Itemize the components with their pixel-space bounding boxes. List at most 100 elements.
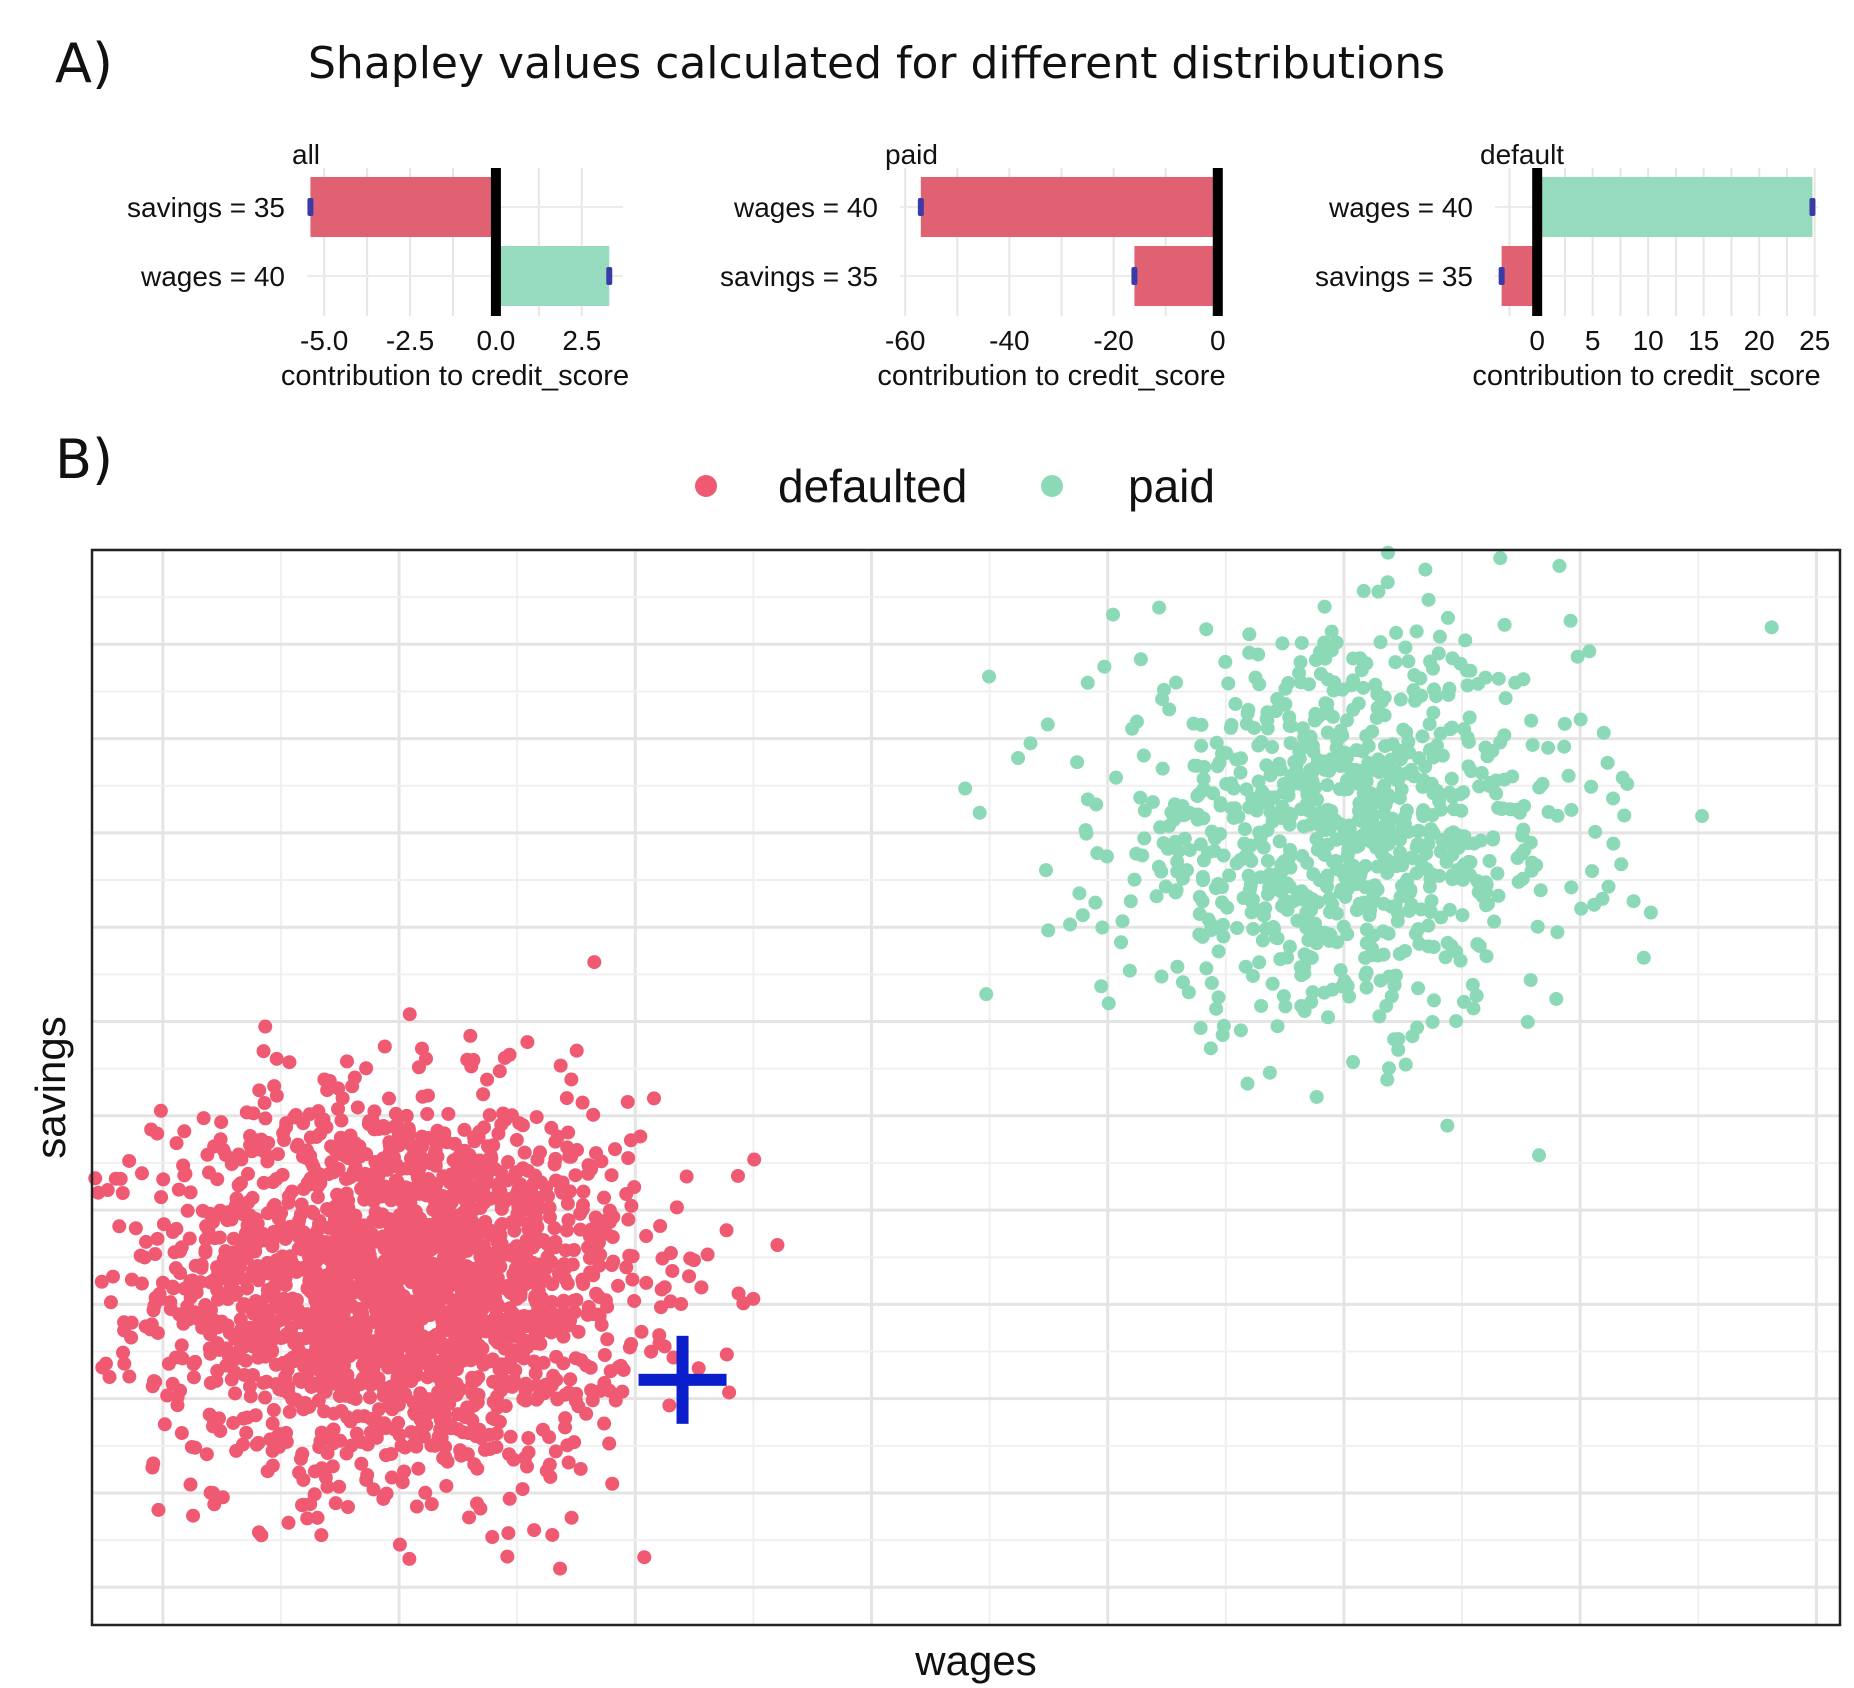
data-point bbox=[95, 1360, 110, 1375]
tick-label: 0 bbox=[1529, 325, 1545, 356]
data-point bbox=[273, 1222, 288, 1237]
data-point bbox=[683, 1251, 698, 1266]
data-point bbox=[424, 1229, 439, 1244]
data-point bbox=[490, 1400, 505, 1415]
bar bbox=[1537, 177, 1813, 237]
data-point bbox=[349, 1230, 364, 1245]
data-point bbox=[1320, 759, 1335, 774]
data-point bbox=[587, 955, 602, 970]
data-point bbox=[317, 1072, 332, 1087]
data-point bbox=[1393, 845, 1408, 860]
data-point bbox=[265, 1175, 280, 1190]
data-point bbox=[1398, 640, 1413, 655]
data-point bbox=[279, 1120, 294, 1135]
data-point bbox=[407, 1405, 422, 1420]
data-point bbox=[1213, 827, 1228, 842]
data-point bbox=[517, 1379, 532, 1394]
data-point bbox=[639, 1229, 654, 1244]
data-point bbox=[1280, 950, 1295, 965]
data-point bbox=[1330, 733, 1345, 748]
data-point bbox=[1346, 702, 1361, 717]
data-point bbox=[1218, 654, 1233, 669]
data-point bbox=[1063, 917, 1078, 932]
data-point bbox=[1606, 791, 1621, 806]
data-point bbox=[554, 1183, 569, 1198]
data-point bbox=[560, 1438, 575, 1453]
data-point bbox=[627, 1180, 642, 1195]
data-point bbox=[1426, 705, 1441, 720]
data-point bbox=[174, 1338, 189, 1353]
data-point bbox=[1389, 625, 1404, 640]
data-point bbox=[1243, 838, 1258, 853]
data-point bbox=[556, 1296, 571, 1311]
data-point bbox=[1356, 583, 1371, 598]
data-point bbox=[1359, 965, 1374, 980]
data-point bbox=[1155, 761, 1170, 776]
data-point bbox=[1301, 933, 1316, 948]
data-point bbox=[386, 1283, 401, 1298]
data-point bbox=[1079, 826, 1094, 841]
data-point bbox=[598, 1293, 613, 1308]
data-point bbox=[1574, 901, 1589, 916]
data-point bbox=[241, 1166, 256, 1181]
bar bbox=[920, 177, 1218, 237]
data-point bbox=[1215, 1028, 1230, 1043]
data-point bbox=[1301, 918, 1316, 933]
data-point bbox=[1170, 959, 1185, 974]
data-point bbox=[1392, 946, 1407, 961]
data-point bbox=[480, 1072, 495, 1087]
data-point bbox=[460, 1400, 475, 1415]
data-point bbox=[352, 1342, 367, 1357]
data-point bbox=[1411, 922, 1426, 937]
data-point bbox=[621, 1151, 636, 1166]
data-point bbox=[360, 1468, 375, 1483]
data-point bbox=[494, 1201, 509, 1216]
data-point bbox=[561, 1455, 576, 1470]
data-point bbox=[394, 1322, 409, 1337]
data-point bbox=[1227, 801, 1242, 816]
data-point bbox=[309, 1264, 324, 1279]
data-point bbox=[203, 1346, 218, 1361]
data-point bbox=[1171, 843, 1186, 858]
data-point bbox=[1182, 843, 1197, 858]
data-point bbox=[665, 1263, 680, 1278]
data-point bbox=[529, 1378, 544, 1393]
data-point bbox=[1213, 798, 1228, 813]
data-point bbox=[1432, 629, 1447, 644]
data-point bbox=[324, 1139, 339, 1154]
data-point bbox=[602, 1203, 617, 1218]
data-point bbox=[1464, 764, 1479, 779]
data-point bbox=[616, 1362, 631, 1377]
data-point bbox=[371, 1402, 386, 1417]
data-point bbox=[1388, 655, 1403, 670]
data-point bbox=[1380, 545, 1395, 560]
data-point bbox=[212, 1230, 227, 1245]
data-point bbox=[489, 1440, 504, 1455]
data-point bbox=[320, 1201, 335, 1216]
data-point bbox=[239, 1425, 254, 1440]
data-point bbox=[564, 1510, 579, 1525]
data-point bbox=[1381, 1061, 1396, 1076]
data-point bbox=[516, 1345, 531, 1360]
data-point bbox=[310, 1299, 325, 1314]
data-point bbox=[1401, 735, 1416, 750]
data-point bbox=[317, 1404, 332, 1419]
data-point bbox=[468, 1328, 483, 1343]
data-point bbox=[345, 1216, 360, 1231]
data-point bbox=[1344, 678, 1359, 693]
data-point bbox=[458, 1156, 473, 1171]
data-point bbox=[318, 1470, 333, 1485]
data-point bbox=[471, 1346, 486, 1361]
data-point bbox=[682, 1269, 697, 1284]
data-point bbox=[248, 1212, 263, 1227]
data-point bbox=[282, 1404, 297, 1419]
data-point bbox=[336, 1358, 351, 1373]
data-point bbox=[1404, 762, 1419, 777]
data-point bbox=[258, 1111, 273, 1126]
data-point bbox=[245, 1190, 260, 1205]
data-point bbox=[1276, 854, 1291, 869]
data-point bbox=[328, 1496, 343, 1511]
data-point bbox=[436, 1451, 451, 1466]
